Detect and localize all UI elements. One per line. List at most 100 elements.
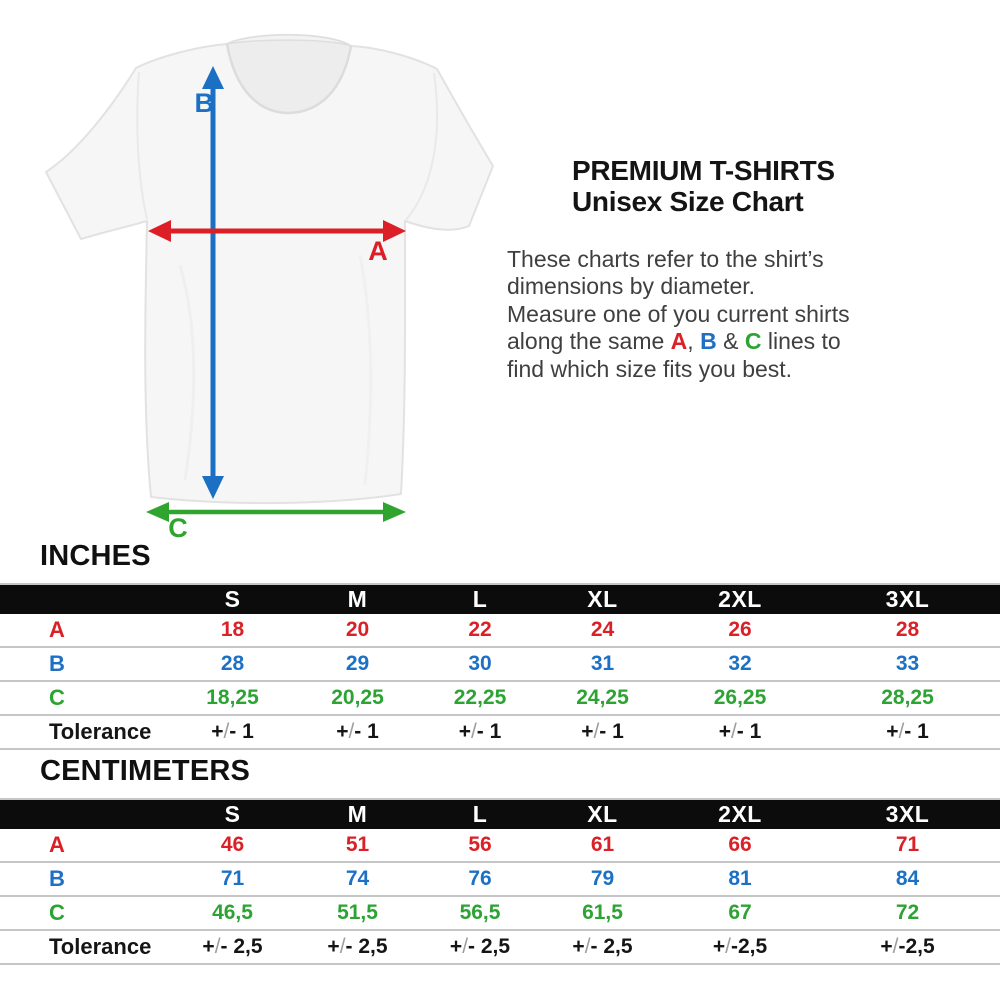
value-cell: +/- 2,5 bbox=[540, 930, 665, 965]
section-title-inches: INCHES bbox=[40, 540, 151, 572]
size-header-3xl: 3XL bbox=[815, 799, 1000, 829]
value-cell: 76 bbox=[420, 862, 540, 897]
value-cell: +/-2,5 bbox=[815, 930, 1000, 965]
value-cell: 18,25 bbox=[170, 681, 295, 716]
value-cell: 51,5 bbox=[295, 896, 420, 931]
size-header-3xl: 3XL bbox=[815, 584, 1000, 614]
row-label: A bbox=[0, 614, 170, 648]
value-cell: 20 bbox=[295, 614, 420, 648]
value-cell: +/- 1 bbox=[540, 715, 665, 750]
tolerance-slash: / bbox=[593, 720, 600, 743]
value-cell: 84 bbox=[815, 862, 1000, 897]
value-cell: 61 bbox=[540, 829, 665, 863]
value-cell: 26,25 bbox=[665, 681, 815, 716]
row-label: B bbox=[0, 862, 170, 897]
tshirt-left-seam bbox=[136, 71, 148, 220]
row-label: B bbox=[0, 647, 170, 682]
size-header-xl: XL bbox=[540, 799, 665, 829]
value-cell: 31 bbox=[540, 647, 665, 682]
arrow-label-b: B bbox=[195, 88, 215, 118]
value-cell: 72 bbox=[815, 896, 1000, 931]
size-header-spacer bbox=[0, 584, 170, 614]
description-line: dimensions by diameter. bbox=[507, 273, 756, 300]
value-cell: 18 bbox=[170, 614, 295, 648]
measurement-row-a: A 18 20 22 24 26 28 bbox=[0, 614, 1000, 648]
size-header-m: M bbox=[295, 799, 420, 829]
description-line: find which size fits you best. bbox=[507, 355, 793, 382]
size-header-s: S bbox=[170, 584, 295, 614]
size-header-2xl: 2XL bbox=[665, 799, 815, 829]
tolerance-slash: / bbox=[462, 935, 469, 958]
value-cell: +/- 1 bbox=[815, 715, 1000, 750]
measurement-row-c: C 46,5 51,5 56,5 61,5 67 72 bbox=[0, 896, 1000, 931]
value-cell: 61,5 bbox=[540, 896, 665, 931]
arrow-label-a: A bbox=[368, 236, 388, 266]
tshirt-neckline bbox=[225, 43, 353, 115]
value-cell: 51 bbox=[295, 829, 420, 863]
size-header-s: S bbox=[170, 799, 295, 829]
value-cell: 22,25 bbox=[420, 681, 540, 716]
value-cell: 22 bbox=[420, 614, 540, 648]
tshirt-neck-hole bbox=[227, 34, 351, 114]
value-cell: 74 bbox=[295, 862, 420, 897]
size-header-xl: XL bbox=[540, 584, 665, 614]
size-header-spacer bbox=[0, 799, 170, 829]
value-cell: +/-2,5 bbox=[665, 930, 815, 965]
page-title-line1: PREMIUM T-SHIRTS bbox=[572, 155, 835, 186]
tolerance-slash: / bbox=[214, 935, 221, 958]
page-title: PREMIUM T-SHIRTS Unisex Size Chart bbox=[572, 155, 835, 217]
tshirt-wrinkle bbox=[178, 264, 196, 481]
size-header-row: S M L XL 2XL 3XL bbox=[0, 799, 1000, 829]
arrow-label-c: C bbox=[168, 513, 188, 543]
value-cell: 29 bbox=[295, 647, 420, 682]
tolerance-slash: / bbox=[898, 720, 905, 743]
value-cell: 32 bbox=[665, 647, 815, 682]
measurement-arrow-b bbox=[202, 66, 224, 499]
measurement-row-tolerance: Tolerance +/- 2,5 +/- 2,5 +/- 2,5 +/- 2,5 +/-… bbox=[0, 930, 1000, 965]
description: These charts refer to the shirt’s dimensi… bbox=[507, 246, 985, 383]
value-cell: +/- 1 bbox=[295, 715, 420, 750]
value-cell: 24,25 bbox=[540, 681, 665, 716]
value-cell: 71 bbox=[170, 862, 295, 897]
value-cell: +/- 2,5 bbox=[170, 930, 295, 965]
size-header-l: L bbox=[420, 799, 540, 829]
value-cell: 46,5 bbox=[170, 896, 295, 931]
value-cell: +/- 1 bbox=[665, 715, 815, 750]
description-line: & bbox=[716, 328, 745, 355]
value-cell: 20,25 bbox=[295, 681, 420, 716]
row-label: Tolerance bbox=[0, 715, 170, 750]
value-cell: 46 bbox=[170, 829, 295, 863]
tshirt-wrinkle bbox=[358, 254, 373, 486]
row-label: Tolerance bbox=[0, 930, 170, 965]
value-cell: 79 bbox=[540, 862, 665, 897]
size-table-inches: S M L XL 2XL 3XL A 18 20 22 24 26 28 B 28 29 30 31 32 33 C 18… bbox=[0, 583, 1000, 750]
value-cell: 67 bbox=[665, 896, 815, 931]
value-cell: 33 bbox=[815, 647, 1000, 682]
size-header-row: S M L XL 2XL 3XL bbox=[0, 584, 1000, 614]
value-cell: 56 bbox=[420, 829, 540, 863]
tolerance-slash: / bbox=[470, 720, 477, 743]
size-table-centimeters: S M L XL 2XL 3XL A 46 51 56 61 66 71 B 71 74 76 79 81 84 C 46… bbox=[0, 798, 1000, 965]
description-line: These charts refer to the shirt’s bbox=[507, 246, 824, 272]
tolerance-slash: / bbox=[725, 935, 731, 958]
page-title-line2: Unisex Size Chart bbox=[572, 186, 804, 217]
value-cell: 26 bbox=[665, 614, 815, 648]
measurement-row-b: B 71 74 76 79 81 84 bbox=[0, 862, 1000, 897]
value-cell: 71 bbox=[815, 829, 1000, 863]
row-label: C bbox=[0, 681, 170, 716]
tshirt-right-seam bbox=[405, 72, 439, 221]
row-label: A bbox=[0, 829, 170, 863]
measurement-arrow-a bbox=[148, 220, 406, 242]
value-cell: 56,5 bbox=[420, 896, 540, 931]
value-cell: 30 bbox=[420, 647, 540, 682]
letter-c-highlight: C bbox=[744, 328, 762, 355]
description-line: along the same bbox=[507, 328, 671, 355]
tolerance-slash: / bbox=[730, 720, 737, 743]
tolerance-slash: / bbox=[584, 935, 591, 958]
letter-b-highlight: B bbox=[700, 328, 717, 355]
value-cell: +/- 2,5 bbox=[420, 930, 540, 965]
value-cell: +/- 2,5 bbox=[295, 930, 420, 965]
measurement-row-c: C 18,25 20,25 22,25 24,25 26,25 28,25 bbox=[0, 681, 1000, 716]
value-cell: +/- 1 bbox=[420, 715, 540, 750]
measurement-arrow-c bbox=[146, 502, 406, 522]
